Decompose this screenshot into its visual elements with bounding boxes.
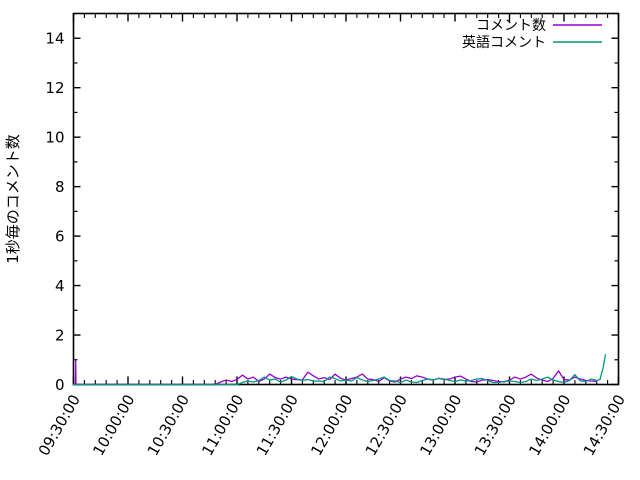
y-tick-label-2: 2 [55, 327, 65, 345]
y-tick-label-14: 14 [45, 30, 64, 48]
y-axis-title: 1秒毎のコメント数 [4, 134, 22, 264]
legend-item-comments-label: コメント数 [476, 18, 546, 34]
y-tick-label-12: 12 [45, 79, 64, 97]
y-tick-label-10: 10 [45, 129, 64, 147]
y-tick-label-8: 8 [55, 178, 65, 196]
x-axis-ticks [72, 13, 620, 385]
data-series-layer [72, 354, 607, 386]
y-axis-ticks: 0 2 4 6 8 10 12 14 [45, 30, 619, 394]
y-tick-label-0: 0 [55, 376, 65, 394]
y-tick-label-4: 4 [55, 277, 65, 295]
legend-item-english-comments-label: 英語コメント [462, 34, 546, 51]
series-line-english-comments [72, 354, 607, 386]
y-axis-label: 1秒毎のコメント数 [4, 134, 22, 264]
y-tick-label-6: 6 [55, 228, 65, 246]
